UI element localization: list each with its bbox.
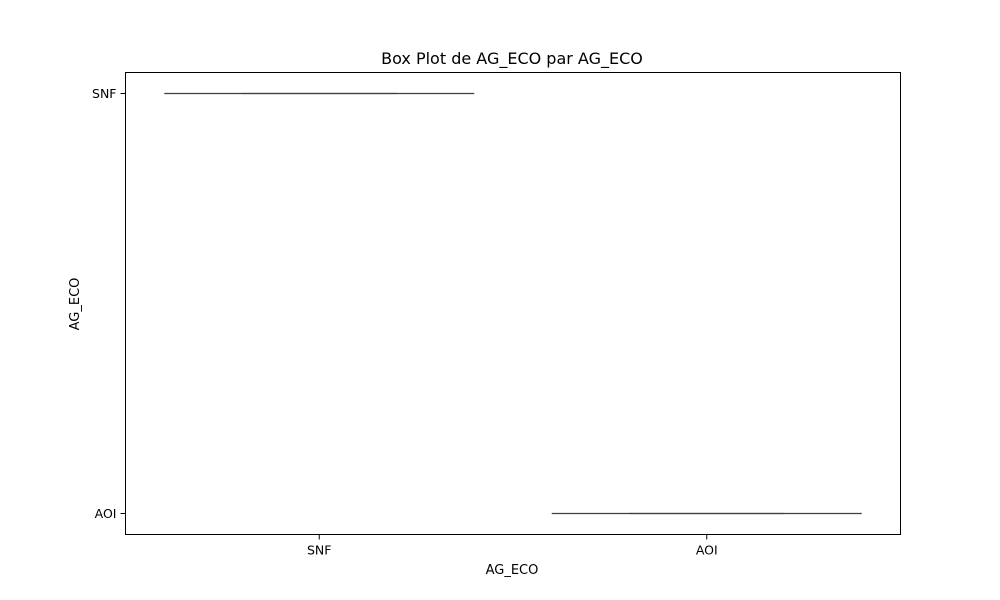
- y-tick-label: SNF: [92, 86, 116, 101]
- y-axis-label: AG_ECO: [68, 278, 83, 331]
- chart-title: Box Plot de AG_ECO par AG_ECO: [381, 49, 643, 69]
- x-axis: SNF AOI: [307, 534, 718, 558]
- x-axis-label: AG_ECO: [486, 563, 539, 578]
- box-body: [629, 512, 785, 515]
- axes-frame: [125, 72, 901, 535]
- plot-area: [164, 92, 862, 515]
- x-tick-label: SNF: [307, 543, 331, 558]
- box-body: [241, 92, 397, 95]
- x-tick-label: AOI: [696, 543, 718, 558]
- y-axis: SNF AOI: [92, 86, 126, 521]
- y-tick-label: AOI: [95, 506, 117, 521]
